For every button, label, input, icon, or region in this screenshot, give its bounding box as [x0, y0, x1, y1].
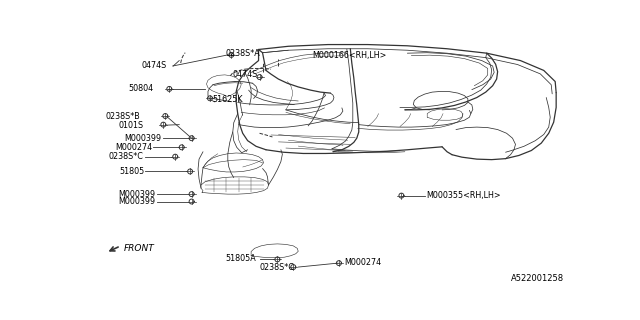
Text: M000399: M000399: [118, 190, 156, 199]
Text: M000166<RH,LH>: M000166<RH,LH>: [312, 51, 387, 60]
Text: 0238S*C: 0238S*C: [109, 152, 143, 161]
Text: A522001258: A522001258: [511, 274, 564, 283]
Text: M000399: M000399: [118, 197, 156, 206]
Text: M000355<RH,LH>: M000355<RH,LH>: [426, 191, 501, 200]
Text: 0474S: 0474S: [232, 70, 257, 79]
Text: 0238S*A: 0238S*A: [225, 49, 260, 58]
Text: FRONT: FRONT: [124, 244, 154, 253]
Text: M000274: M000274: [115, 143, 152, 152]
Text: 51805A: 51805A: [225, 254, 256, 263]
Text: 0101S: 0101S: [118, 121, 143, 130]
Text: 50804: 50804: [128, 84, 154, 93]
Text: 0474S: 0474S: [141, 61, 167, 70]
Text: M000274: M000274: [344, 258, 381, 267]
Text: 51625K: 51625K: [212, 95, 243, 104]
Text: M000399: M000399: [125, 134, 162, 143]
Text: 0238S*B: 0238S*B: [106, 112, 141, 121]
Text: 51805: 51805: [119, 167, 145, 176]
Text: 0238S*C: 0238S*C: [259, 262, 294, 272]
